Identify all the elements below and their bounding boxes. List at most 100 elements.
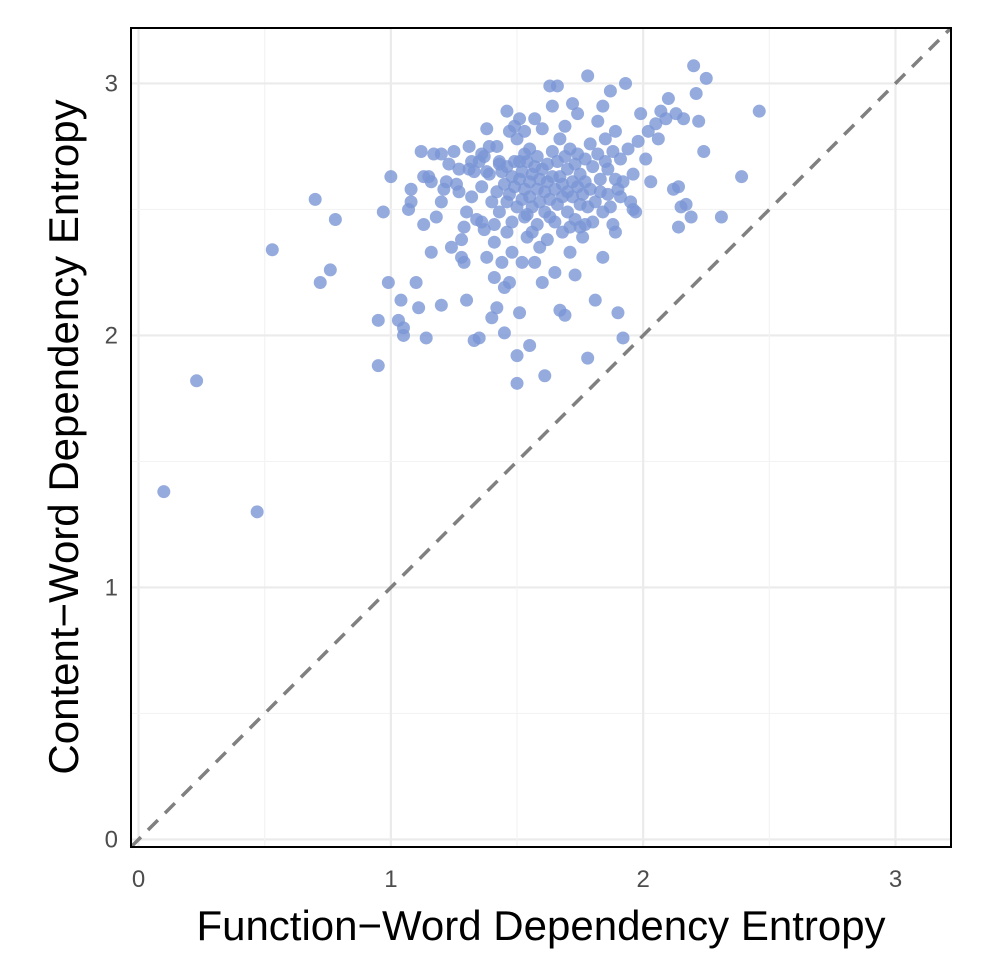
data-point bbox=[396, 328, 410, 342]
data-point bbox=[535, 122, 549, 136]
data-point bbox=[502, 276, 516, 290]
data-point bbox=[434, 195, 448, 209]
data-point bbox=[692, 114, 706, 128]
data-point bbox=[619, 76, 633, 90]
data-point bbox=[588, 195, 602, 209]
data-point bbox=[482, 167, 496, 181]
data-point bbox=[513, 306, 527, 320]
data-point bbox=[735, 170, 749, 184]
data-point bbox=[323, 263, 337, 277]
data-point bbox=[530, 218, 544, 232]
data-point bbox=[545, 99, 559, 113]
data-point bbox=[495, 255, 509, 269]
data-point bbox=[513, 112, 527, 126]
data-point bbox=[530, 150, 544, 164]
data-point bbox=[328, 213, 342, 227]
y-tick-label: 3 bbox=[105, 70, 118, 97]
data-point bbox=[505, 215, 519, 229]
data-point bbox=[644, 175, 658, 189]
data-point bbox=[419, 331, 433, 345]
data-point bbox=[568, 157, 582, 171]
data-point bbox=[601, 162, 615, 176]
data-point bbox=[518, 210, 532, 224]
data-point bbox=[689, 87, 703, 101]
data-point bbox=[157, 485, 171, 499]
data-point bbox=[535, 276, 549, 290]
data-point bbox=[452, 185, 466, 199]
data-point bbox=[548, 265, 562, 279]
data-point bbox=[576, 230, 590, 244]
data-point bbox=[616, 175, 630, 189]
data-point bbox=[477, 150, 491, 164]
data-point bbox=[523, 339, 537, 353]
data-point bbox=[568, 268, 582, 282]
data-point bbox=[384, 170, 398, 184]
data-point bbox=[404, 182, 418, 196]
data-point bbox=[487, 270, 501, 284]
data-point bbox=[500, 225, 514, 239]
data-point bbox=[613, 190, 627, 204]
data-point bbox=[639, 152, 653, 166]
y-tick-labels: 0 1 2 3 bbox=[105, 70, 118, 853]
y-axis-title: Content−Word Dependency Entropy bbox=[40, 99, 87, 774]
data-point bbox=[583, 137, 597, 151]
data-point bbox=[603, 84, 617, 98]
data-point bbox=[661, 92, 675, 106]
data-point bbox=[414, 144, 428, 158]
data-point bbox=[371, 313, 385, 327]
data-point bbox=[583, 182, 597, 196]
data-point bbox=[528, 255, 542, 269]
data-point bbox=[631, 134, 645, 148]
plot-border bbox=[130, 27, 952, 848]
data-point bbox=[490, 139, 504, 153]
data-point bbox=[485, 195, 499, 209]
data-point bbox=[608, 225, 622, 239]
data-point bbox=[462, 139, 476, 153]
data-point bbox=[563, 245, 577, 259]
data-point bbox=[538, 369, 552, 383]
data-point bbox=[497, 326, 511, 340]
data-point bbox=[581, 69, 595, 83]
data-point bbox=[677, 112, 691, 126]
data-point bbox=[591, 114, 605, 128]
data-point bbox=[611, 306, 625, 320]
data-point bbox=[699, 71, 713, 85]
data-point bbox=[455, 233, 469, 247]
data-point bbox=[672, 180, 686, 194]
data-point bbox=[626, 167, 640, 181]
data-point bbox=[444, 240, 458, 254]
data-point bbox=[376, 205, 390, 219]
data-point bbox=[424, 175, 438, 189]
data-point bbox=[447, 144, 461, 158]
identity-reference-line bbox=[129, 26, 953, 849]
data-point bbox=[490, 301, 504, 315]
data-point bbox=[550, 79, 564, 93]
y-tick-label: 2 bbox=[105, 322, 118, 349]
x-tick-label: 0 bbox=[132, 866, 145, 893]
data-point bbox=[480, 122, 494, 136]
data-point bbox=[465, 190, 479, 204]
x-tick-labels: 0 1 2 3 bbox=[132, 866, 902, 893]
data-point bbox=[460, 293, 474, 307]
data-point bbox=[649, 117, 663, 131]
data-point bbox=[515, 165, 529, 179]
data-point bbox=[601, 187, 615, 201]
data-points bbox=[157, 59, 766, 519]
data-point bbox=[308, 192, 322, 206]
data-point bbox=[687, 59, 701, 73]
data-point bbox=[659, 112, 673, 126]
data-point bbox=[500, 104, 514, 118]
x-tick-label: 1 bbox=[384, 866, 397, 893]
data-point bbox=[613, 152, 627, 166]
data-point bbox=[457, 220, 471, 234]
x-axis-title: Function−Word Dependency Entropy bbox=[196, 902, 885, 949]
data-point bbox=[581, 351, 595, 365]
data-point bbox=[571, 107, 585, 121]
data-point bbox=[533, 195, 547, 209]
data-point bbox=[603, 200, 617, 214]
data-point bbox=[566, 97, 580, 111]
y-tick-label: 1 bbox=[105, 574, 118, 601]
data-point bbox=[510, 376, 524, 390]
data-point bbox=[434, 147, 448, 161]
